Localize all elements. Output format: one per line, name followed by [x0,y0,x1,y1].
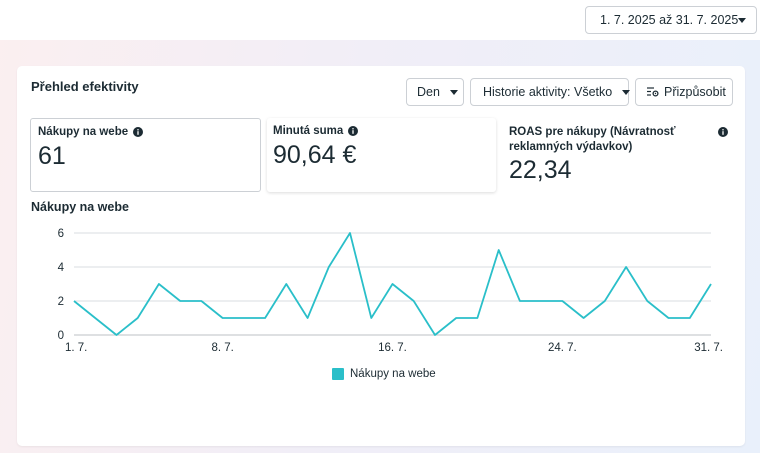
top-bar: 1. 7. 2025 až 31. 7. 2025 [0,0,760,40]
x-tick-label: 24. 7. [548,342,577,354]
y-tick-label: 4 [58,262,65,274]
legend-label: Nákupy na webe [350,368,436,380]
y-tick-label: 6 [58,228,64,240]
info-icon [718,127,728,137]
metric-card-amount-spent[interactable]: Minutá suma 90,64 € [267,118,496,192]
line-chart: 0 2 4 6 1. 7. 8. 7. 16. 7. 24. 7. 31. 7. [58,228,723,354]
date-range-label: 1. 7. 2025 až 31. 7. 2025 [600,13,739,27]
chevron-down-icon [738,17,747,23]
x-tick-label: 31. 7. [694,342,723,354]
chart-legend[interactable]: Nákupy na webe [332,368,436,380]
metric-value: 22,34 [509,156,572,184]
customize-button[interactable]: Přizpůsobit [635,78,733,106]
date-range-picker[interactable]: 1. 7. 2025 až 31. 7. 2025 [585,6,757,34]
x-tick-label: 16. 7. [378,342,407,354]
settings-sliders-icon [647,87,659,97]
series-line [73,232,712,336]
chart-title: Nákupy na webe [31,200,129,214]
card-title: Přehled efektivity [31,79,139,94]
metric-label: Minutá suma [273,125,344,137]
performance-overview-card: Přehled efektivity Den Historie aktivity… [17,66,745,446]
metric-card-web-purchases[interactable]: Nákupy na webe 61 [30,118,261,192]
info-icon [348,126,359,136]
activity-history-label: Historie aktivity: Všetko [483,85,613,99]
legend-swatch [332,368,344,380]
customize-label: Přizpůsobit [664,85,726,99]
metric-label-row: Minutá suma [273,125,496,137]
activity-history-dropdown[interactable]: Historie aktivity: Všetko [470,78,631,106]
metric-label-row: Nákupy na webe [38,126,260,138]
metric-label-line2: reklamných výdavkov) [509,141,633,153]
granularity-dropdown[interactable]: Den [406,78,464,106]
metric-label-block: ROAS pre nákupy (Návratnosť reklamných v… [509,125,714,155]
y-tick-label: 0 [58,330,64,342]
chevron-down-icon [622,89,631,95]
granularity-label: Den [417,85,440,99]
y-tick-label: 2 [58,296,64,308]
chevron-down-icon [449,89,458,95]
x-tick-label: 8. 7. [211,342,233,354]
info-icon [133,127,144,137]
metric-value: 90,64 € [273,141,357,169]
metric-label: Nákupy na webe [38,126,129,138]
metric-card-roas[interactable]: ROAS pre nákupy (Návratnosť reklamných v… [503,118,731,192]
metric-value: 61 [38,142,66,170]
x-tick-label: 1. 7. [65,342,87,354]
metric-label: ROAS pre nákupy (Návratnosť [509,126,676,138]
